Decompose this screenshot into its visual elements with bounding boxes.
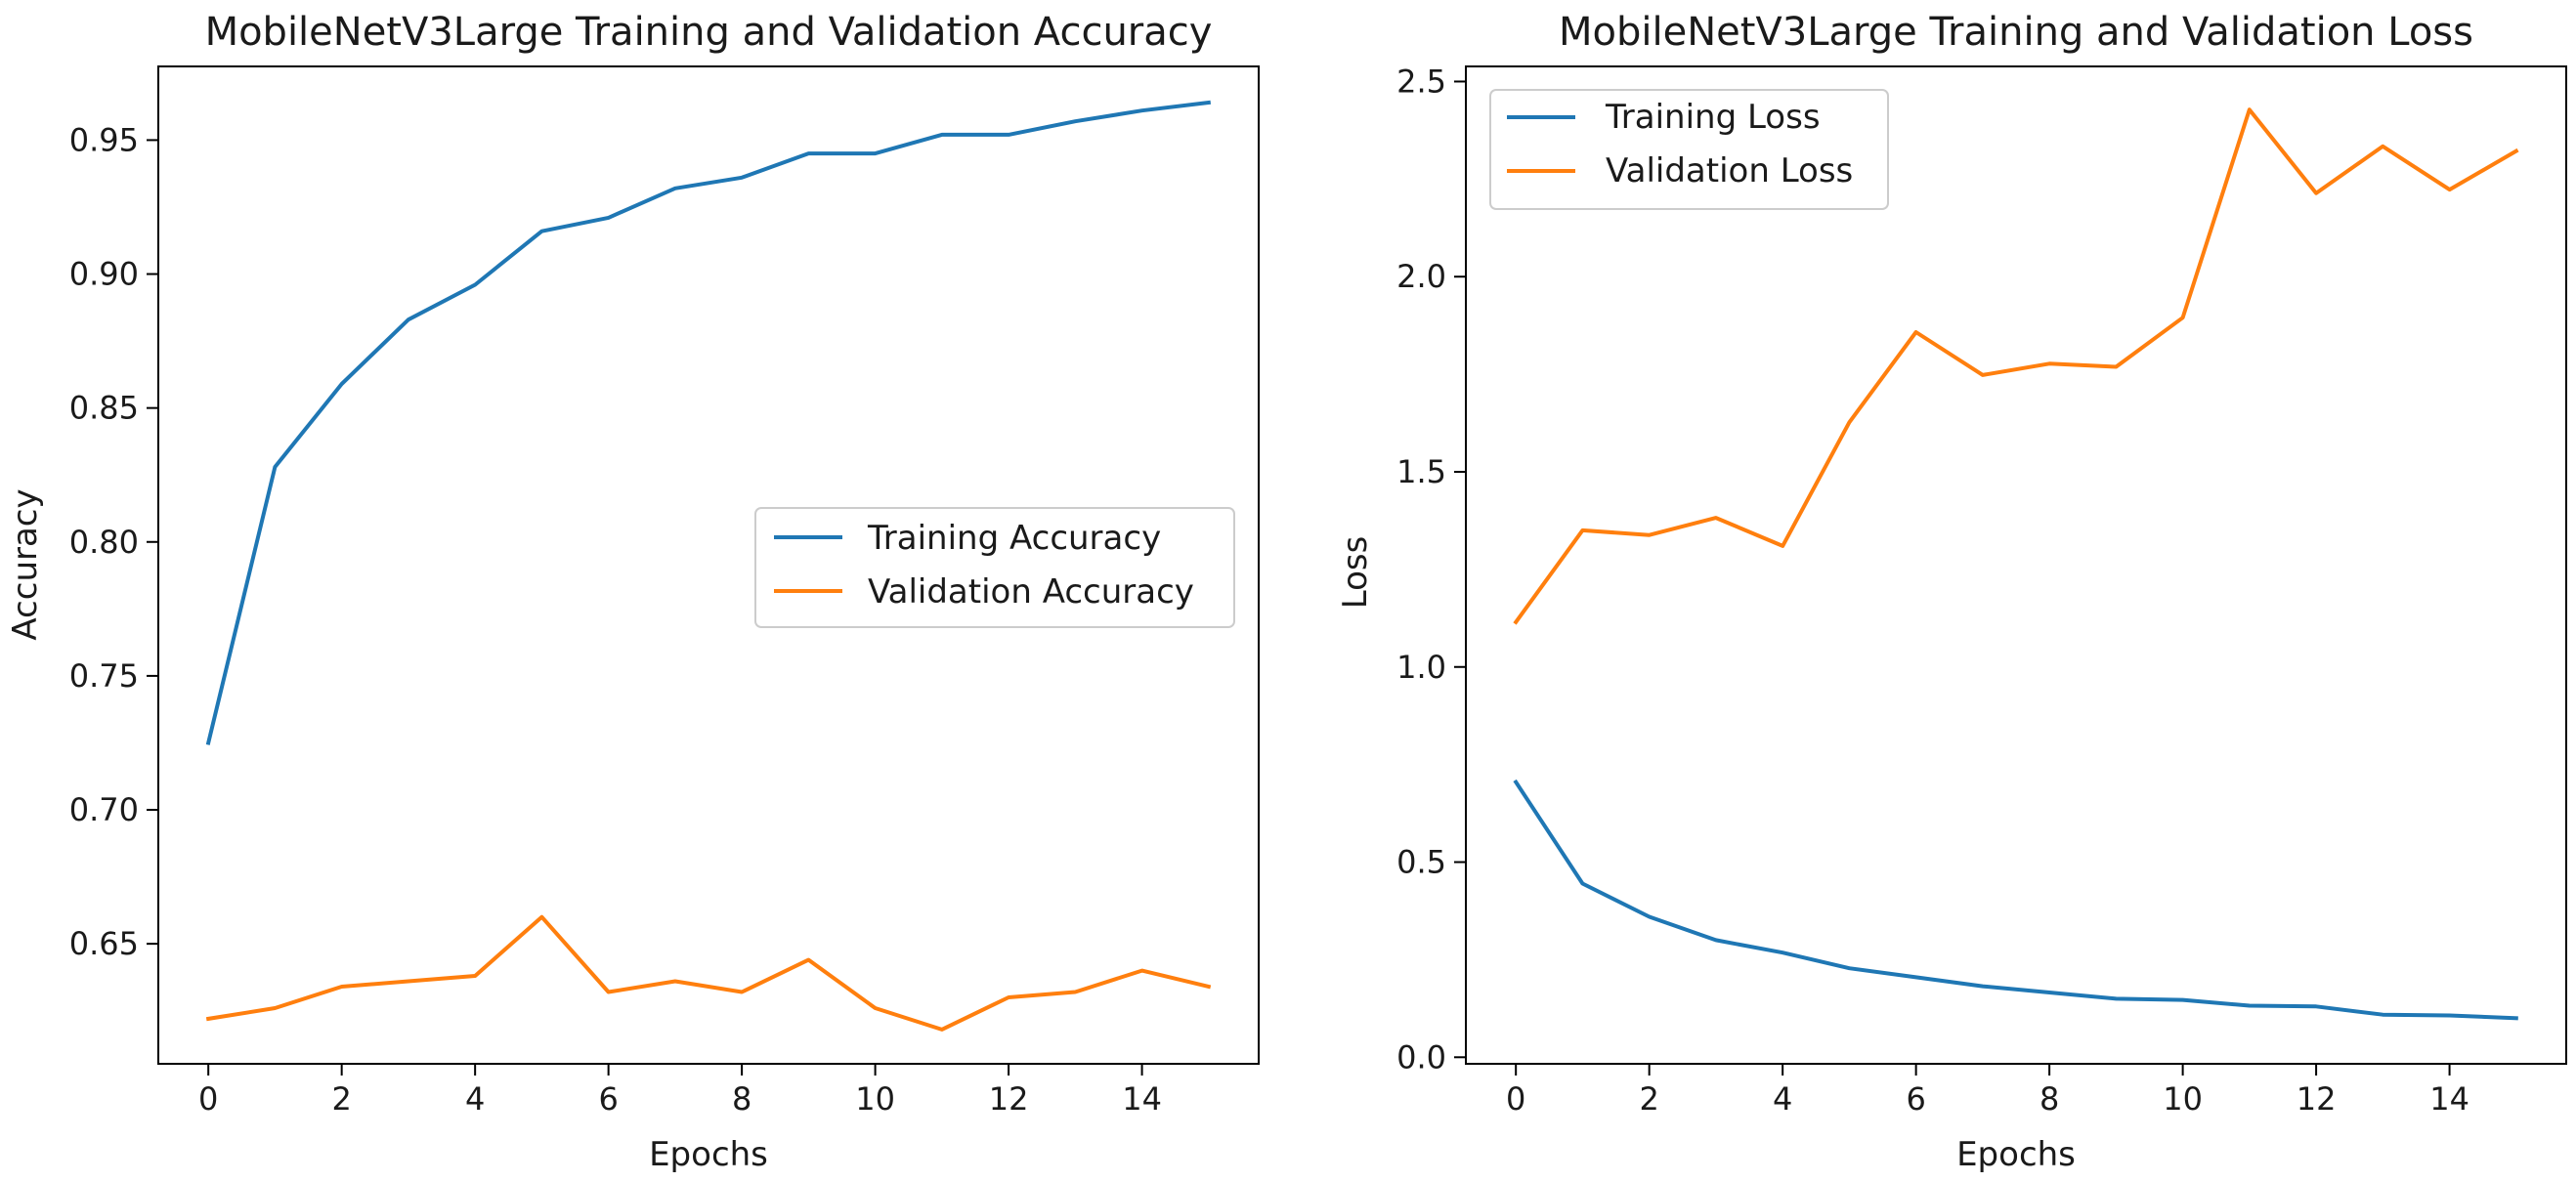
- series-line-validation-loss: [1513, 107, 2519, 625]
- series-line-validation-accuracy: [205, 914, 1212, 1032]
- loss-y-tick-label: 0.5: [1396, 844, 1446, 881]
- loss-plot-frame: [1465, 65, 2567, 1065]
- accuracy-y-tick-label: 0.95: [69, 121, 139, 158]
- accuracy-x-tick-label: 8: [732, 1080, 751, 1118]
- accuracy-x-tick-label: 10: [855, 1080, 895, 1118]
- accuracy-legend-box: [754, 507, 1235, 628]
- loss-legend-label-validation: Validation Loss: [1606, 151, 1853, 190]
- loss-x-tick-label: 6: [1906, 1080, 1925, 1118]
- loss-y-tick-label: 2.5: [1396, 63, 1446, 100]
- accuracy-chart: MobileNetV3Large Training and Validation…: [6, 10, 1260, 1174]
- accuracy-x-tick-label: 2: [331, 1080, 351, 1118]
- loss-legend-label-training: Training Loss: [1605, 98, 1821, 137]
- loss-x-tick-label: 0: [1506, 1080, 1525, 1118]
- loss-x-tick-label: 14: [2429, 1080, 2469, 1118]
- loss-y-axis-label: Loss: [1336, 536, 1375, 610]
- loss-y-tick-label: 1.5: [1396, 453, 1446, 490]
- accuracy-y-tick-label: 0.65: [69, 925, 139, 962]
- accuracy-y-axis-label: Accuracy: [6, 488, 45, 640]
- accuracy-legend-label-validation: Validation Accuracy: [868, 572, 1194, 612]
- loss-y-tick-label: 1.0: [1396, 649, 1446, 686]
- accuracy-y-tick-label: 0.70: [69, 791, 139, 828]
- accuracy-y-tick-label: 0.75: [69, 657, 139, 695]
- loss-axis-ticks: 0 2 4 6 8 10 12 14 0.0 0.5 1.0 1.5 2.0 2.5: [1396, 63, 2469, 1118]
- accuracy-chart-title: MobileNetV3Large Training and Validation…: [205, 10, 1213, 55]
- loss-y-tick-label: 2.0: [1396, 258, 1446, 295]
- loss-chart: MobileNetV3Large Training and Validation…: [1336, 10, 2567, 1174]
- series-line-training-loss: [1513, 779, 2518, 1021]
- loss-x-tick-label: 4: [1773, 1080, 1792, 1118]
- accuracy-y-tick-label: 0.80: [69, 524, 139, 561]
- loss-series-lines: [1513, 107, 2519, 1021]
- accuracy-x-axis-label: Epochs: [649, 1135, 768, 1174]
- loss-legend: Training Loss Validation Loss: [1489, 89, 1889, 210]
- loss-chart-title: MobileNetV3Large Training and Validation…: [1559, 10, 2473, 55]
- accuracy-y-tick-label: 0.85: [69, 390, 139, 427]
- accuracy-x-tick-label: 6: [598, 1080, 618, 1118]
- accuracy-legend: Training Accuracy Validation Accuracy: [754, 507, 1235, 628]
- loss-legend-box: [1489, 89, 1889, 210]
- accuracy-x-tick-label: 12: [989, 1080, 1029, 1118]
- accuracy-x-tick-label: 0: [198, 1080, 218, 1118]
- loss-x-axis-label: Epochs: [1956, 1135, 2076, 1174]
- series-line-training-accuracy: [205, 100, 1212, 745]
- accuracy-series-lines: [205, 100, 1212, 1032]
- accuracy-x-tick-label: 14: [1122, 1080, 1162, 1118]
- loss-x-tick-label: 2: [1639, 1080, 1658, 1118]
- accuracy-y-tick-label: 0.90: [69, 256, 139, 293]
- loss-x-tick-label: 12: [2297, 1080, 2337, 1118]
- loss-x-tick-label: 8: [2039, 1080, 2059, 1118]
- loss-x-tick-label: 10: [2163, 1080, 2203, 1118]
- accuracy-axis-ticks: 0 2 4 6 8 10 12 14 0.65 0.70 0.75 0.80 0.85 0.90 0.95: [69, 121, 1162, 1118]
- accuracy-legend-label-training: Training Accuracy: [867, 519, 1161, 558]
- accuracy-x-tick-label: 4: [465, 1080, 485, 1118]
- loss-y-tick-label: 0.0: [1396, 1038, 1446, 1076]
